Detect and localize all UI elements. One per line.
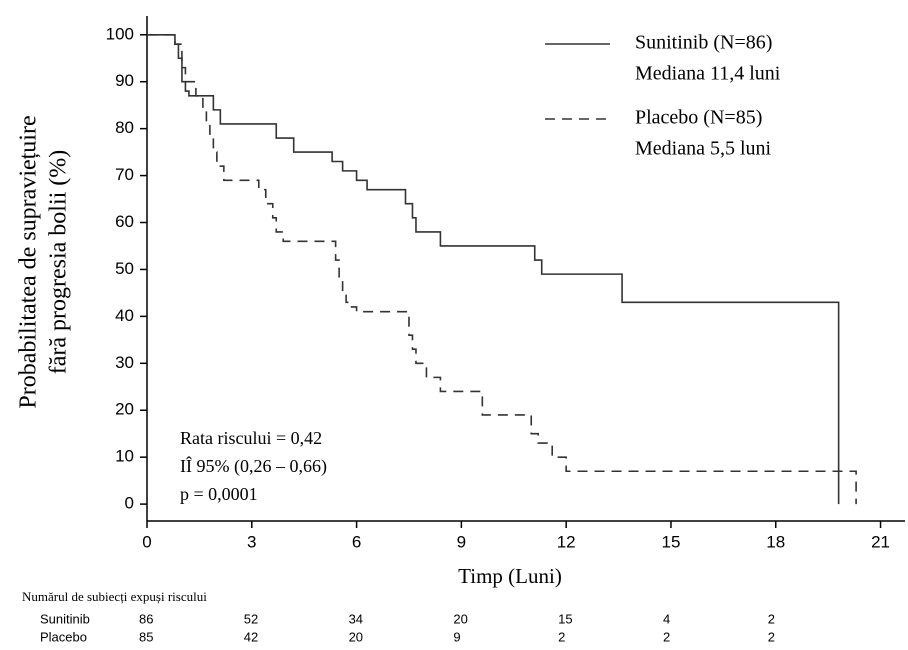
x-tick-label: 15 (662, 532, 681, 551)
y-tick-label: 90 (115, 71, 134, 90)
annotation: p = 0,0001 (180, 484, 258, 504)
y-tick-label: 10 (115, 447, 134, 466)
x-tick-label: 3 (247, 532, 256, 551)
y-tick-label: 20 (115, 400, 134, 419)
y-tick-label: 30 (115, 353, 134, 372)
x-tick-label: 21 (871, 532, 890, 551)
y-tick-label: 50 (115, 259, 134, 278)
y-axis-label: Probabilitatea de supraviețuire (16, 115, 42, 408)
legend-label: Sunitinib (N=86) (635, 32, 772, 54)
x-tick-label: 0 (142, 532, 151, 551)
risk-count: 42 (244, 629, 258, 644)
risk-count: 2 (768, 629, 775, 644)
y-tick-label: 60 (115, 212, 134, 231)
legend-label: Placebo (N=85) (635, 107, 762, 129)
risk-count: 20 (453, 611, 467, 626)
risk-count: 15 (558, 611, 572, 626)
risk-row-label: Placebo (40, 629, 87, 644)
y-tick-label: 70 (115, 165, 134, 184)
risk-count: 4 (663, 611, 670, 626)
risk-count: 52 (244, 611, 258, 626)
x-tick-label: 18 (766, 532, 785, 551)
legend-median: Mediana 11,4 luni (635, 63, 781, 85)
annotation: Rata riscului = 0,42 (180, 428, 322, 448)
annotation: IÎ 95% (0,26 – 0,66) (180, 455, 327, 477)
risk-count: 34 (349, 611, 363, 626)
y-tick-label: 80 (115, 118, 134, 137)
risk-count: 2 (663, 629, 670, 644)
survival-curve (147, 33, 857, 505)
x-axis-label: Timp (Luni) (458, 564, 562, 588)
y-axis-label: fără progresia bolii (%) (46, 150, 72, 375)
risk-row-label: Sunitinib (40, 611, 90, 626)
risk-count: 2 (558, 629, 565, 644)
x-tick-label: 12 (557, 532, 576, 551)
risk-count: 85 (139, 629, 153, 644)
y-tick-label: 40 (115, 306, 134, 325)
risk-count: 20 (349, 629, 363, 644)
risk-count: 86 (139, 611, 153, 626)
y-tick-label: 100 (106, 24, 134, 43)
legend-median: Mediana 5,5 luni (635, 138, 772, 160)
x-tick-label: 6 (352, 532, 361, 551)
risk-count: 2 (768, 611, 775, 626)
y-tick-label: 0 (125, 494, 134, 513)
risk-table-title: Numărul de subiecți expuși riscului (22, 589, 207, 604)
x-tick-label: 9 (457, 532, 466, 551)
risk-count: 9 (453, 629, 460, 644)
